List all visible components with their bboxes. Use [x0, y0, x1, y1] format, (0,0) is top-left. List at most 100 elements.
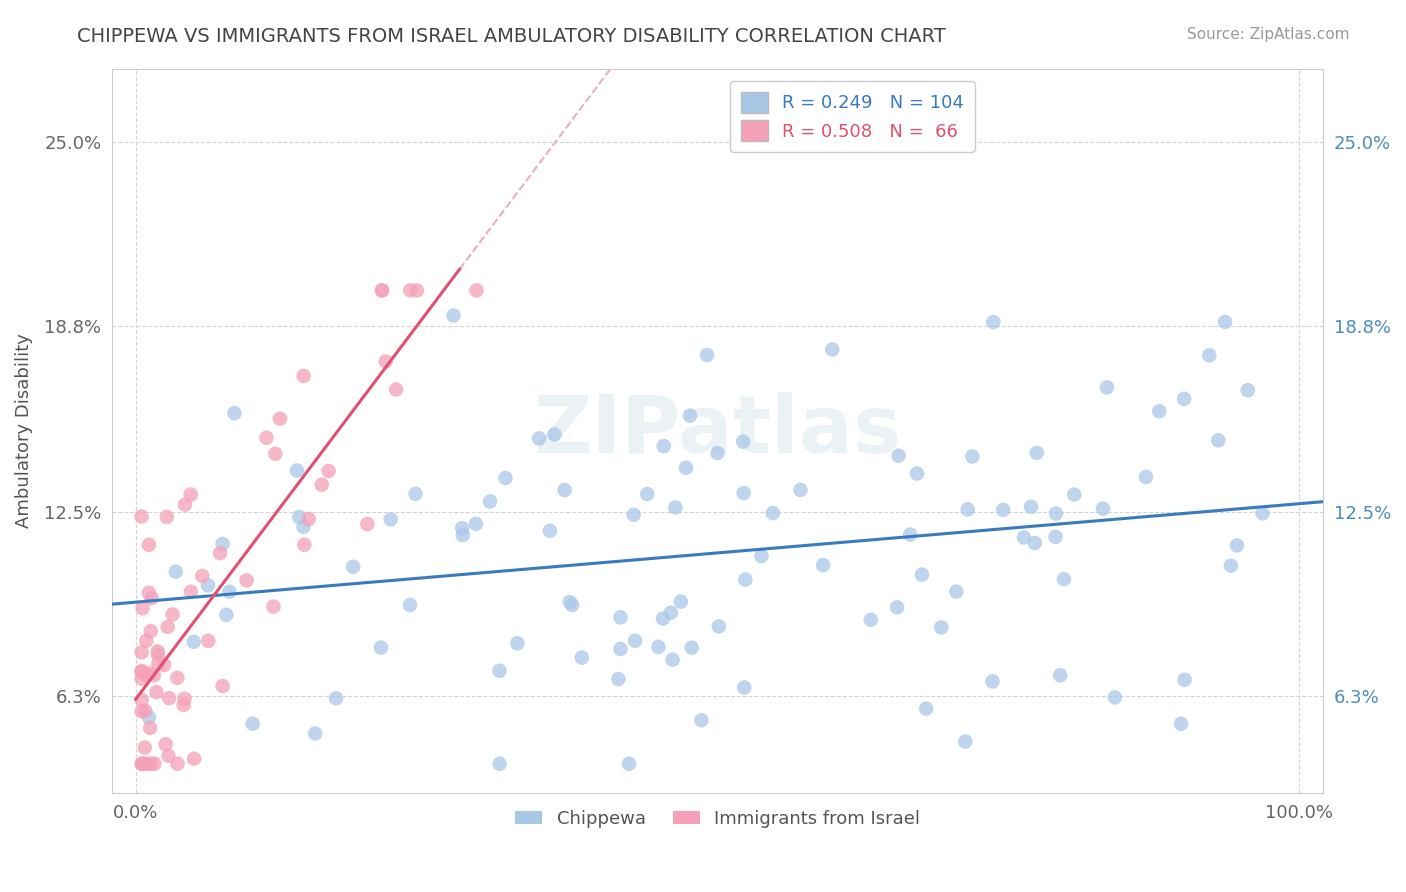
Point	[374, 354, 396, 368]
Point	[183, 635, 205, 649]
Point	[1104, 690, 1126, 705]
Point	[162, 607, 184, 622]
Point	[269, 411, 291, 425]
Point	[256, 431, 278, 445]
Point	[292, 368, 315, 383]
Point	[342, 559, 364, 574]
Point	[264, 447, 287, 461]
Point	[1173, 392, 1195, 406]
Point	[945, 584, 967, 599]
Point	[1049, 668, 1071, 682]
Point	[659, 606, 682, 620]
Point	[465, 516, 488, 531]
Point	[142, 668, 165, 682]
Point	[681, 640, 703, 655]
Point	[148, 657, 170, 671]
Point	[134, 740, 156, 755]
Point	[211, 679, 233, 693]
Point	[399, 598, 422, 612]
Point	[141, 591, 163, 606]
Point	[647, 640, 669, 654]
Point	[911, 567, 934, 582]
Legend: Chippewa, Immigrants from Israel: Chippewa, Immigrants from Israel	[508, 803, 928, 835]
Point	[131, 665, 153, 679]
Point	[146, 644, 169, 658]
Point	[218, 584, 240, 599]
Point	[1170, 716, 1192, 731]
Point	[488, 664, 510, 678]
Point	[679, 409, 702, 423]
Point	[197, 633, 219, 648]
Point	[690, 713, 713, 727]
Point	[145, 685, 167, 699]
Point	[733, 681, 755, 695]
Point	[405, 487, 427, 501]
Point	[636, 487, 658, 501]
Point	[652, 612, 675, 626]
Text: CHIPPEWA VS IMMIGRANTS FROM ISRAEL AMBULATORY DISABILITY CORRELATION CHART: CHIPPEWA VS IMMIGRANTS FROM ISRAEL AMBUL…	[77, 27, 946, 45]
Point	[1174, 673, 1197, 687]
Point	[561, 598, 583, 612]
Point	[624, 633, 647, 648]
Point	[962, 450, 984, 464]
Point	[380, 512, 402, 526]
Point	[356, 517, 378, 532]
Point	[558, 595, 581, 609]
Point	[1206, 434, 1229, 448]
Point	[135, 633, 157, 648]
Point	[609, 642, 631, 657]
Point	[1135, 470, 1157, 484]
Point	[139, 721, 162, 735]
Point	[371, 284, 394, 298]
Point	[664, 500, 686, 515]
Point	[1198, 348, 1220, 362]
Point	[859, 613, 882, 627]
Point	[929, 620, 952, 634]
Point	[173, 698, 195, 712]
Point	[1025, 446, 1047, 460]
Point	[506, 636, 529, 650]
Point	[1063, 488, 1085, 502]
Point	[292, 519, 315, 533]
Point	[652, 439, 675, 453]
Point	[288, 510, 311, 524]
Point	[138, 666, 160, 681]
Point	[886, 600, 908, 615]
Point	[399, 284, 422, 298]
Point	[1236, 383, 1258, 397]
Point	[1012, 531, 1035, 545]
Point	[298, 512, 321, 526]
Point	[696, 348, 718, 362]
Point	[821, 343, 844, 357]
Point	[1213, 315, 1236, 329]
Point	[1226, 538, 1249, 552]
Point	[733, 486, 755, 500]
Point	[166, 756, 188, 771]
Point	[762, 506, 785, 520]
Point	[527, 431, 550, 445]
Point	[956, 502, 979, 516]
Point	[1045, 530, 1067, 544]
Point	[789, 483, 811, 497]
Point	[1251, 506, 1274, 520]
Point	[209, 546, 232, 560]
Text: ZIPatlas: ZIPatlas	[533, 392, 901, 470]
Point	[131, 693, 153, 707]
Point	[707, 619, 730, 633]
Point	[955, 734, 977, 748]
Point	[211, 537, 233, 551]
Point	[617, 756, 640, 771]
Point	[131, 509, 153, 524]
Point	[811, 558, 834, 572]
Point	[197, 578, 219, 592]
Y-axis label: Ambulatory Disability: Ambulatory Disability	[15, 334, 32, 528]
Point	[242, 716, 264, 731]
Point	[135, 667, 157, 681]
Point	[156, 510, 179, 524]
Point	[139, 756, 162, 771]
Point	[991, 503, 1014, 517]
Point	[887, 449, 910, 463]
Point	[183, 752, 205, 766]
Point	[174, 498, 197, 512]
Point	[143, 756, 166, 771]
